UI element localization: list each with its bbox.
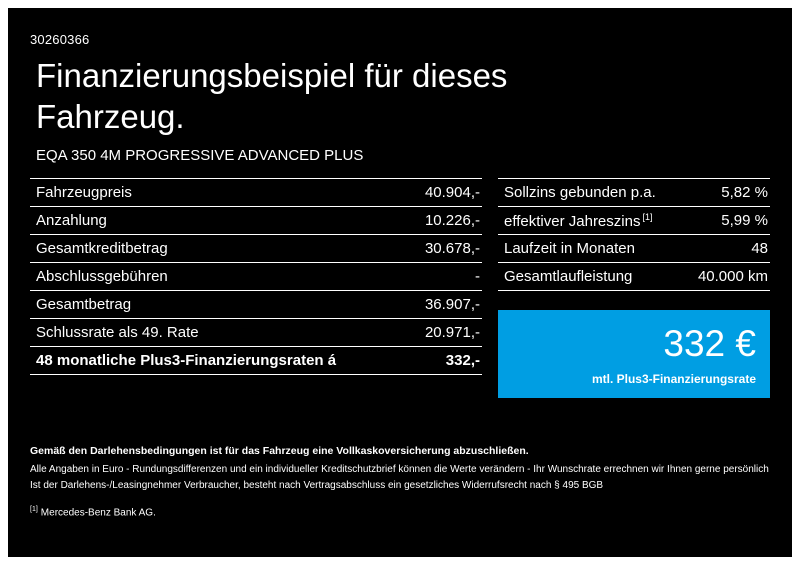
page-title-line1: Finanzierungsbeispiel für dieses	[36, 57, 508, 94]
row-label-text: effektiver Jahreszins	[504, 212, 641, 230]
row-value: 40.000 km	[697, 268, 768, 285]
row-value: 332,-	[445, 352, 480, 369]
sheet-canvas: 30260366 Finanzierungsbeispiel für diese…	[8, 8, 792, 557]
row-label: Gesamtkreditbetrag	[36, 240, 168, 257]
conditions-table: Sollzins gebunden p.a. 5,82 % effektiver…	[498, 178, 770, 291]
row-value: -	[475, 268, 480, 285]
row-value: 30.678,-	[424, 240, 480, 257]
document-number: 30260366	[30, 32, 90, 47]
footer-insurance-note: Gemäß den Darlehensbedingungen ist für d…	[30, 445, 529, 457]
table-row: Gesamtbetrag 36.907,-	[30, 290, 482, 318]
footnote-text: Mercedes-Benz Bank AG.	[40, 507, 156, 519]
table-row-monthly-rate: 48 monatliche Plus3-Finanzierungsraten á…	[30, 346, 482, 374]
row-value: 48	[751, 240, 768, 257]
row-value: 10.226,-	[424, 212, 480, 229]
row-label: Schlussrate als 49. Rate	[36, 324, 199, 341]
row-label: Gesamtbetrag	[36, 296, 132, 313]
row-value: 20.971,-	[424, 324, 480, 341]
row-label: effektiver Jahreszins [1]	[498, 212, 652, 230]
table-row: Laufzeit in Monaten 48	[498, 234, 770, 262]
monthly-rate-caption: mtl. Plus3-Finanzierungsrate	[591, 371, 756, 386]
finance-table: Fahrzeugpreis 40.904,- Anzahlung 10.226,…	[30, 178, 482, 375]
table-row: Sollzins gebunden p.a. 5,82 %	[498, 178, 770, 206]
row-value: 5,99 %	[721, 212, 768, 229]
table-row: Fahrzeugpreis 40.904,-	[30, 178, 482, 206]
table-row: Gesamtlaufleistung 40.000 km	[498, 262, 770, 290]
table-row: Schlussrate als 49. Rate 20.971,-	[30, 318, 482, 346]
footer-disclaimer-line: Alle Angaben in Euro - Rundungsdifferenz…	[30, 464, 769, 475]
row-value: 36.907,-	[424, 296, 480, 313]
footnote-ref: [1]	[642, 211, 653, 222]
row-label: Abschlussgebühren	[36, 268, 168, 285]
conditions-column: Sollzins gebunden p.a. 5,82 % effektiver…	[498, 178, 770, 398]
vehicle-model-name: EQA 350 4M PROGRESSIVE ADVANCED PLUS	[36, 147, 364, 164]
table-row: Anzahlung 10.226,-	[30, 206, 482, 234]
row-label: 48 monatliche Plus3-Finanzierungsraten á	[36, 352, 337, 369]
footer-disclaimer-line: Ist der Darlehens-/Leasingnehmer Verbrau…	[30, 480, 604, 491]
monthly-rate-amount: 332 €	[663, 322, 756, 364]
page-title: Finanzierungsbeispiel für dieses Fahrzeu…	[36, 55, 507, 137]
monthly-rate-box: 332 € mtl. Plus3-Finanzierungsrate	[498, 310, 770, 398]
table-row: effektiver Jahreszins [1] 5,99 %	[498, 206, 770, 234]
footer-footnote: [1] Mercedes-Benz Bank AG.	[30, 503, 770, 520]
row-value: 5,82 %	[721, 184, 768, 201]
table-row: Abschlussgebühren -	[30, 262, 482, 290]
row-value: 40.904,-	[424, 184, 480, 201]
row-label: Gesamtlaufleistung	[504, 268, 633, 285]
row-label: Sollzins gebunden p.a.	[504, 184, 656, 201]
page-title-line2: Fahrzeug.	[36, 98, 185, 135]
legal-footer: Gemäß den Darlehensbedingungen ist für d…	[30, 444, 770, 520]
row-label: Laufzeit in Monaten	[504, 240, 635, 257]
table-row: Gesamtkreditbetrag 30.678,-	[30, 234, 482, 262]
row-label: Anzahlung	[36, 212, 107, 229]
footnote-marker: [1]	[30, 506, 38, 513]
row-label: Fahrzeugpreis	[36, 184, 132, 201]
